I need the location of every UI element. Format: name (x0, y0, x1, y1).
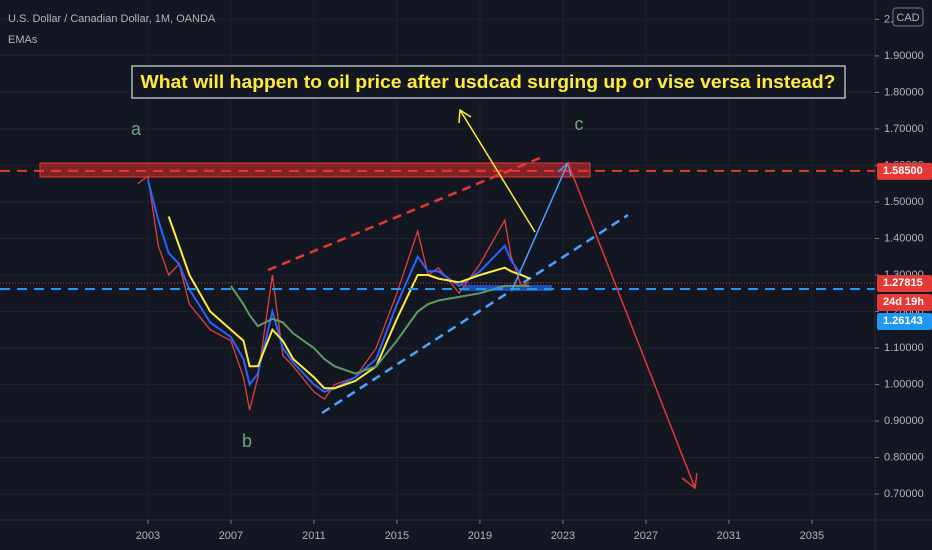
currency-badge (892, 7, 924, 27)
wave-label: a (131, 119, 142, 139)
x-tick-label: 2023 (551, 530, 575, 542)
arrow-blue (511, 162, 569, 291)
support-zone (462, 285, 552, 291)
y-tick-label: 1.00000 (884, 378, 924, 390)
price-label: 1.58500 (883, 165, 923, 177)
price-label: 1.27815 (883, 277, 923, 289)
series-line (137, 175, 530, 411)
price-label: 1.26143 (883, 315, 923, 327)
series-line (167, 216, 531, 390)
x-tick-label: 2015 (385, 530, 409, 542)
y-tick-label: 1.70000 (884, 123, 924, 135)
y-tick-label: 1.10000 (884, 342, 924, 354)
x-tick-label: 2011 (302, 530, 326, 542)
y-tick-label: 1.80000 (884, 86, 924, 98)
y-tick-label: 0.80000 (884, 451, 924, 463)
plot (0, 169, 875, 411)
price-label-bg (877, 162, 932, 180)
wave-label: b (242, 431, 252, 451)
x-tick-label: 2027 (634, 530, 658, 542)
currency-label: CAD (896, 12, 919, 24)
question-text: What will happen to oil price after usdc… (141, 72, 836, 92)
arrow-head (681, 472, 698, 490)
question-box (131, 65, 846, 99)
price-label-bg (877, 312, 932, 330)
x-tick-label: 2003 (136, 530, 160, 542)
x-tick-label: 2019 (468, 530, 492, 542)
y-tick-label: 1.40000 (884, 232, 924, 244)
chart-title: U.S. Dollar / Canadian Dollar, 1M, OANDA (8, 13, 216, 25)
price-label-bg (877, 274, 932, 292)
x-tick-label: 2031 (717, 530, 741, 542)
channel-bottom (321, 213, 629, 415)
x-tick-label: 2035 (800, 530, 824, 542)
x-tick-label: 2007 (219, 530, 243, 542)
y-tick-label: 0.70000 (884, 488, 924, 500)
arrow-head (458, 108, 472, 124)
series-line (230, 284, 530, 375)
y-tick-label: 1.90000 (884, 50, 924, 62)
y-tick-label: 1.50000 (884, 196, 924, 208)
indicator-label: EMAs (8, 34, 38, 46)
arrow-red (567, 162, 696, 489)
countdown-bg (877, 293, 932, 311)
y-tick-label: 0.90000 (884, 415, 924, 427)
countdown-label: 24d 19h (883, 296, 924, 308)
wave-label: c (575, 114, 584, 134)
channel-top (267, 156, 541, 272)
arrow-yellow (459, 109, 536, 233)
